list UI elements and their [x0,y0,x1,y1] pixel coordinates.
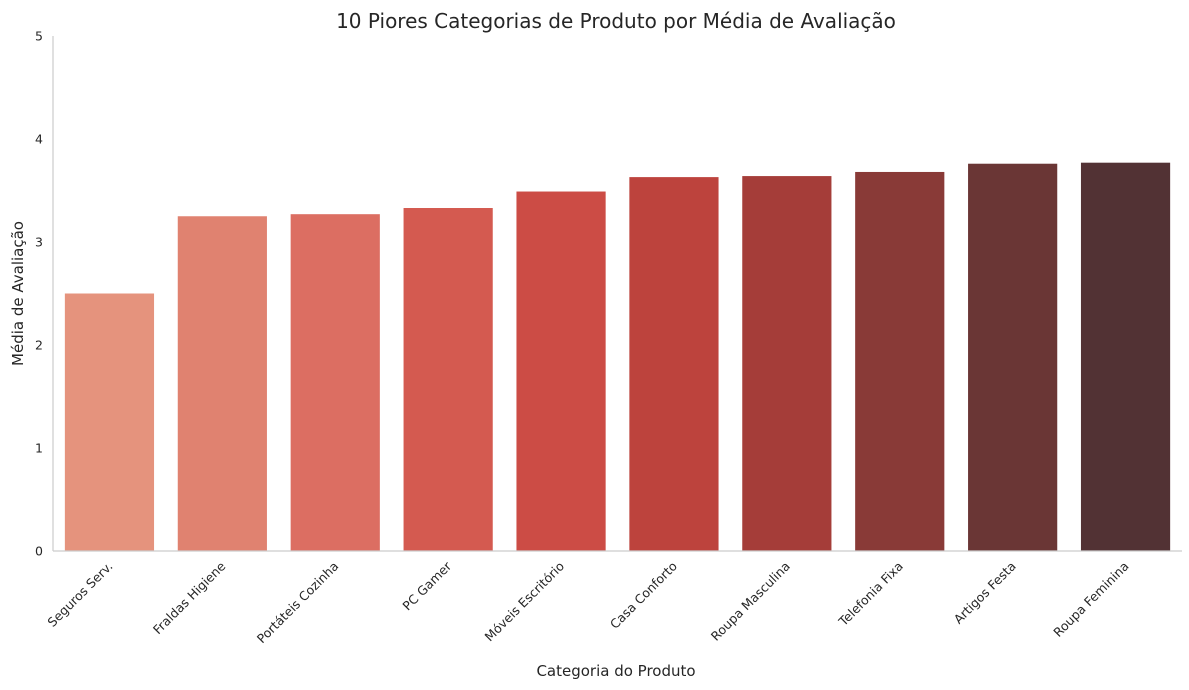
bar [516,191,606,551]
y-axis-label: Média de Avaliação [9,221,27,366]
bar [629,177,719,552]
x-tick-label: Seguros Serv. [44,559,115,630]
y-tick-label: 1 [35,441,43,456]
bars-group [64,162,1171,552]
x-tick-label: Casa Conforto [607,559,680,632]
x-tick-label: Móveis Escritório [481,559,567,645]
x-axis-label: Categoria do Produto [536,662,695,680]
y-tick-label: 4 [35,132,43,147]
bar [855,171,945,551]
y-tick-label: 5 [35,29,43,44]
bar [1080,162,1171,551]
chart-title: 10 Piores Categorias de Produto por Médi… [336,9,896,33]
y-tick-label: 0 [35,544,43,559]
bar [64,293,155,551]
bar [177,216,267,551]
x-tick-label: Portáteis Cozinha [254,559,342,647]
x-tick-label: Telefonia Fixa [835,559,906,630]
y-axis-ticks: 0 1 2 3 4 5 [35,29,43,559]
bar [968,163,1058,551]
x-tick-label: Artigos Festa [951,559,1019,627]
x-tick-label: PC Gamer [399,558,454,613]
x-tick-label: Roupa Masculina [708,559,793,644]
bar [403,208,493,551]
bar [742,176,832,551]
x-tick-label: Fraldas Higiene [150,558,229,637]
x-tick-label: Roupa Feminina [1050,559,1131,640]
x-axis-ticks: Seguros Serv. Fraldas Higiene Portáteis Co… [44,558,1131,646]
y-tick-label: 2 [35,338,43,353]
y-tick-label: 3 [35,235,43,250]
bar [290,214,380,551]
